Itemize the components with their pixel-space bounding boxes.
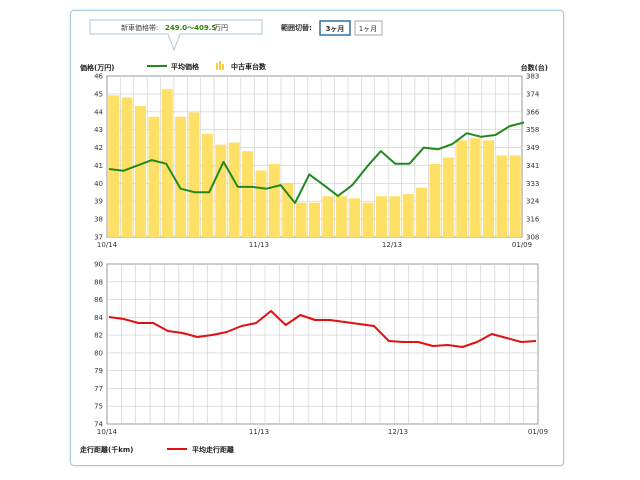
count-bar [215, 144, 227, 237]
count-bar [188, 112, 200, 237]
y-right-tick-label: 358 [526, 126, 539, 134]
y-right-tick-label: 324 [526, 198, 540, 206]
y-right-tick-label: 308 [526, 234, 539, 242]
legend-price-label: 平均価格 [171, 62, 200, 71]
x-tick-label: 12/13 [388, 428, 408, 436]
y-tick-label: 74 [94, 421, 103, 429]
count-bar [469, 138, 481, 237]
y-tick-label: 77 [94, 385, 103, 393]
y-left-tick-label: 44 [94, 108, 103, 116]
count-bar [509, 155, 521, 237]
count-bar [322, 196, 334, 237]
count-bar [429, 164, 441, 237]
y-left-tick-label: 46 [94, 73, 103, 81]
price-band-unit: 万円 [214, 24, 228, 32]
count-bar [108, 95, 120, 237]
count-bar [442, 157, 454, 237]
count-bar [416, 187, 428, 237]
legend-mileage: 平均走行距離 [167, 445, 234, 454]
count-bar [309, 202, 320, 237]
count-bar [201, 133, 213, 237]
count-bar [268, 164, 280, 237]
count-bar [228, 142, 240, 237]
y-right-tick-label: 341 [526, 162, 539, 170]
count-bar [255, 170, 267, 237]
count-bar [242, 151, 254, 237]
y-tick-label: 84 [94, 314, 103, 322]
y-tick-label: 75 [94, 403, 103, 411]
x-tick-label: 10/14 [97, 428, 118, 436]
mileage-line [108, 310, 537, 348]
bar-swatch-icon [216, 61, 224, 70]
y-tick-label: 80 [94, 349, 103, 357]
top-right-axis-title: 台数(台) [521, 63, 548, 72]
y-left-tick-label: 40 [94, 180, 103, 188]
y-tick-label: 88 [94, 278, 103, 286]
bottom-axis-title: 走行距離(千km) [80, 445, 133, 454]
y-tick-label: 86 [94, 296, 103, 304]
count-bar [496, 155, 508, 237]
x-tick-label: 12/13 [382, 241, 402, 249]
y-left-tick-label: 39 [94, 198, 103, 206]
count-bar [456, 140, 468, 237]
x-tick-label: 01/09 [528, 428, 548, 436]
count-bar [349, 198, 361, 237]
price-band-label: 新車価格帯: [121, 23, 158, 32]
count-bar [121, 97, 133, 237]
y-right-tick-label: 383 [526, 73, 539, 81]
range-button-1month[interactable]: 1ヶ月 [354, 20, 383, 36]
y-left-tick-label: 37 [94, 234, 103, 242]
y-right-tick-label: 374 [526, 90, 540, 98]
x-tick-label: 10/14 [97, 241, 118, 249]
y-left-tick-label: 41 [94, 162, 103, 170]
count-bar [483, 140, 495, 237]
y-tick-label: 90 [94, 261, 103, 269]
y-right-tick-label: 349 [526, 144, 539, 152]
range-button-3months-label: 3ヶ月 [326, 25, 345, 33]
y-left-tick-label: 38 [94, 216, 103, 224]
count-bar [175, 116, 187, 237]
price-line [108, 121, 525, 204]
bottom-chart: 74 75 77 79 80 82 84 86 88 90 10/14 11/13 12/13 01/09 [94, 261, 548, 437]
y-right-tick-label: 316 [526, 216, 540, 224]
count-bar [282, 183, 294, 237]
count-bar [375, 196, 387, 237]
x-tick-label: 11/13 [249, 241, 269, 249]
count-bar [148, 116, 160, 237]
count-bar [335, 196, 347, 237]
count-bar [295, 202, 307, 237]
x-tick-label: 01/09 [512, 241, 532, 249]
top-left-axis-title: 価格(万円) [79, 63, 114, 72]
y-left-tick-label: 45 [94, 90, 103, 98]
legend-count: 中古車台数 [216, 61, 267, 71]
y-tick-label: 82 [94, 332, 103, 340]
y-tick-label: 79 [94, 367, 103, 375]
legend-count-label: 中古車台数 [231, 62, 267, 71]
range-button-1month-label: 1ヶ月 [359, 25, 377, 33]
price-band-callout: 新車価格帯: 249.0～409.5 万円 [89, 19, 263, 52]
count-bar [389, 196, 401, 237]
legend-price: 平均価格 [147, 62, 200, 71]
y-right-tick-label: 333 [526, 180, 539, 188]
count-bar [402, 194, 414, 237]
range-switch-label: 範囲切替: [281, 23, 312, 32]
count-bar [362, 202, 374, 237]
y-left-tick-label: 42 [94, 144, 103, 152]
count-bar [161, 88, 173, 237]
price-band-value: 249.0～409.5 [165, 24, 216, 32]
count-bar [134, 106, 146, 237]
y-left-tick-label: 43 [94, 126, 103, 134]
y-right-tick-label: 366 [526, 108, 540, 116]
range-button-3months[interactable]: 3ヶ月 [319, 20, 351, 36]
legend-mileage-label: 平均走行距離 [192, 445, 234, 454]
x-tick-label: 11/13 [249, 428, 269, 436]
top-chart: 37 38 39 40 41 42 43 44 45 46 308 316 324 333 341 349 35… [94, 73, 540, 250]
